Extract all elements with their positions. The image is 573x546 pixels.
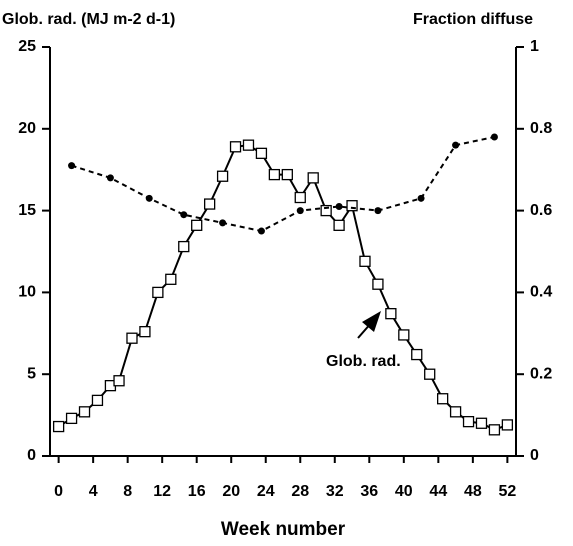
- point-marker: [436, 393, 449, 405]
- point-marker: [65, 412, 78, 425]
- point-marker: [191, 219, 203, 231]
- y-tick-label: 15: [18, 202, 36, 219]
- x-axis-label: Week number: [221, 519, 346, 540]
- x-tick-label: 52: [498, 483, 516, 500]
- point-marker: [180, 211, 188, 219]
- point-marker: [417, 194, 425, 202]
- x-tick-label: 28: [291, 483, 309, 500]
- point-marker: [372, 278, 384, 290]
- point-marker: [333, 219, 345, 231]
- x-tick-label: 0: [54, 483, 63, 500]
- point-marker: [91, 394, 104, 407]
- point-marker: [296, 207, 304, 215]
- point-marker: [490, 133, 498, 141]
- x-tick-label: 32: [326, 483, 344, 500]
- point-marker: [346, 200, 358, 212]
- point-marker: [152, 286, 164, 299]
- x-tick-label: 20: [222, 483, 240, 500]
- point-marker: [78, 406, 91, 418]
- annotation-arrowhead: [362, 311, 381, 332]
- y2-tick-label: 1: [530, 38, 539, 55]
- point-marker: [398, 329, 410, 341]
- point-marker: [113, 375, 125, 387]
- y-tick-label: 20: [18, 120, 36, 137]
- y2-tick-label: 0.2: [530, 365, 552, 382]
- point-marker: [178, 240, 190, 253]
- point-marker: [374, 207, 382, 215]
- point-marker: [242, 139, 255, 151]
- x-tick-label: 24: [257, 483, 275, 500]
- point-marker: [320, 204, 332, 217]
- point-marker: [475, 417, 488, 429]
- x-tick-label: 8: [123, 483, 132, 500]
- point-marker: [411, 348, 423, 361]
- x-tick-label: 12: [153, 483, 171, 500]
- series-line: [71, 136, 495, 233]
- point-marker: [229, 141, 242, 153]
- point-marker: [335, 203, 343, 211]
- point-marker: [126, 332, 138, 344]
- point-marker: [294, 191, 306, 204]
- x-tick-label: 48: [464, 483, 482, 500]
- x-tick-label: 36: [360, 483, 378, 500]
- point-marker: [139, 326, 151, 338]
- y-tick-label: 5: [27, 365, 36, 382]
- y2-tick-label: 0: [530, 447, 539, 464]
- y-tick-label: 0: [27, 447, 36, 464]
- point-marker: [359, 255, 371, 267]
- point-marker: [449, 406, 462, 418]
- y-axis-label: Glob. rad. (MJ m-2 d-1): [2, 11, 175, 28]
- point-marker: [106, 174, 114, 182]
- point-marker: [68, 162, 76, 170]
- point-marker: [501, 419, 514, 431]
- y-tick-label: 10: [18, 284, 36, 301]
- point-marker: [452, 141, 460, 149]
- point-marker: [424, 368, 436, 380]
- point-marker: [268, 168, 281, 181]
- x-tick-label: 4: [89, 483, 98, 500]
- y2-tick-label: 0.8: [530, 120, 552, 137]
- point-marker: [219, 219, 227, 227]
- point-marker: [462, 415, 475, 428]
- point-marker: [145, 194, 153, 202]
- point-marker: [307, 172, 319, 184]
- point-marker: [257, 227, 265, 235]
- point-marker: [216, 170, 229, 182]
- point-marker: [255, 147, 268, 159]
- y-tick-label: 25: [18, 38, 36, 55]
- point-marker: [385, 308, 397, 320]
- y2-axis-label: Fraction diffuse: [413, 11, 533, 28]
- point-marker: [488, 424, 501, 436]
- y2-tick-label: 0.6: [530, 202, 552, 219]
- point-marker: [203, 198, 216, 210]
- point-marker: [52, 420, 65, 433]
- x-tick-label: 44: [429, 483, 447, 500]
- point-marker: [281, 168, 293, 181]
- point-marker: [165, 273, 177, 285]
- annotation: Glob. rad.: [326, 353, 401, 370]
- series-line: [58, 144, 508, 431]
- y2-tick-label: 0.4: [530, 284, 552, 301]
- x-tick-label: 40: [395, 483, 413, 500]
- x-tick-label: 16: [188, 483, 206, 500]
